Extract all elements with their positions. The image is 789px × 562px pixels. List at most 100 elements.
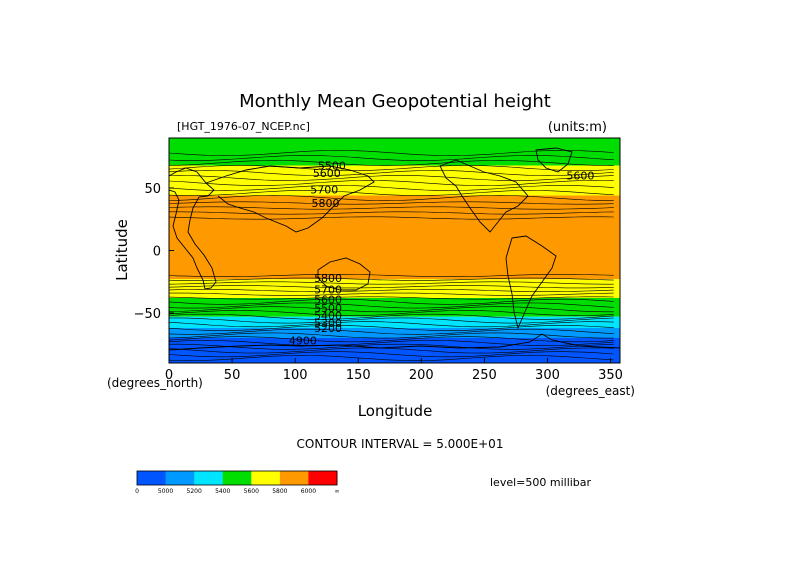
contour-interval-text: CONTOUR INTERVAL = 5.000E+01	[297, 437, 504, 451]
x-tick-label: 200	[409, 368, 434, 383]
color-band-4	[169, 279, 620, 298]
contour-label: 5600	[314, 293, 342, 306]
contour-line	[169, 206, 614, 210]
colorbar-frame	[136, 470, 338, 486]
x-tick-label: 250	[472, 368, 497, 383]
contour-label: 5700	[314, 283, 342, 296]
contour-line	[169, 347, 614, 354]
contour-line	[169, 190, 614, 196]
coastline-south-america	[505, 235, 557, 330]
contour-line	[169, 310, 614, 316]
contour-line	[169, 332, 614, 339]
contour-line	[169, 281, 614, 285]
x-tick-label: 300	[535, 368, 560, 383]
colorbar-label: 0	[135, 488, 139, 495]
x-axis-title: Longitude	[358, 402, 433, 420]
color-band-1	[169, 153, 620, 166]
contour-line	[169, 340, 614, 346]
contour-line	[169, 216, 614, 220]
contour-label: 5600	[566, 170, 594, 183]
coastline-antarctica	[169, 333, 620, 351]
color-band-7	[169, 328, 620, 338]
colorbar-label: 5800	[272, 488, 287, 495]
contour-line	[169, 175, 614, 181]
colorbar-label: 5000	[158, 488, 173, 495]
contour-line	[169, 296, 614, 300]
contour-line	[169, 313, 614, 320]
contour-label: 5300	[314, 317, 342, 330]
colorbar-label: 6000	[301, 488, 316, 495]
colorbar-swatch	[308, 471, 338, 485]
x-axis-ticks: 0 50 100 150 200 250 300 350	[165, 358, 623, 383]
contour-line	[169, 274, 614, 277]
coastline-asia	[205, 165, 375, 233]
contour-label: 5800	[312, 197, 340, 210]
x-units-label: (degrees_east)	[546, 384, 635, 398]
chart-title: Monthly Mean Geopotential height	[239, 91, 551, 112]
contour-label: 5200	[314, 322, 342, 335]
y-tick-label: −50	[134, 307, 161, 322]
colorbar-swatch	[222, 471, 252, 485]
contour-line	[169, 277, 614, 281]
contour-label: 5400	[314, 310, 342, 323]
contour-line	[169, 336, 614, 343]
coastline-greenland	[535, 147, 573, 173]
colorbar-swatch	[279, 471, 309, 485]
contour-line	[169, 150, 614, 156]
contour-line	[169, 351, 614, 358]
contour-line	[169, 211, 614, 215]
source-label: [HGT_1976-07_NCEP.nc]	[177, 120, 310, 133]
colorbar-swatch	[165, 471, 195, 485]
contour-lines	[169, 150, 614, 361]
contour-line	[169, 321, 614, 328]
contour-line	[169, 302, 614, 309]
contour-line	[169, 343, 614, 350]
x-tick-label: 50	[224, 368, 241, 383]
contour-line	[169, 185, 614, 191]
colorbar-swatch	[137, 471, 167, 485]
contour-line	[169, 289, 614, 292]
coastline-australia	[317, 257, 371, 291]
color-band-0	[169, 138, 620, 153]
contour-line	[169, 195, 614, 201]
contour-line	[169, 285, 614, 289]
contour-label: 5700	[310, 183, 338, 196]
coastline-north-america	[439, 159, 529, 233]
contour-line	[169, 317, 614, 324]
contour-labels: 5500560057005800560058005700560055005400…	[289, 160, 595, 348]
colorbar-label: ∞	[335, 488, 340, 495]
colorbar-label: 5600	[244, 488, 259, 495]
color-band-8	[169, 338, 620, 363]
contour-label: 5600	[313, 167, 341, 180]
contour-line	[169, 355, 614, 361]
contour-line	[169, 155, 614, 161]
y-axis-title: Latitude	[113, 219, 131, 281]
contour-label: 5500	[314, 302, 342, 315]
units-label: (units:m)	[548, 120, 607, 135]
y-axis-ticks: 50 0 −50	[134, 182, 174, 322]
plot-area: 5500560057005800560058005700560055005400…	[169, 138, 620, 363]
contour-label: 5800	[314, 272, 342, 285]
y-tick-label: 0	[153, 245, 161, 260]
level-text: level=500 millibar	[490, 476, 592, 489]
contour-label: 5500	[318, 160, 346, 173]
contour-line	[169, 306, 614, 313]
colorbar-swatch	[194, 471, 224, 485]
contour-label: 4900	[289, 335, 317, 348]
y-tick-label: 50	[144, 182, 161, 197]
x-tick-label: 350	[598, 368, 623, 383]
contour-line	[169, 328, 614, 335]
coastline-outlines	[169, 147, 620, 351]
contour-line	[169, 298, 614, 305]
contour-line	[169, 180, 614, 186]
coastline-europe-africa	[169, 167, 217, 290]
contour-line	[169, 201, 614, 205]
x-tick-label: 0	[165, 368, 173, 383]
colorbar-swatch	[251, 471, 281, 485]
x-tick-label: 150	[346, 368, 371, 383]
colorbar-label: 5400	[215, 488, 230, 495]
x-tick-label: 100	[283, 368, 308, 383]
colorbar-label: 5200	[187, 488, 202, 495]
colorbar: 0 5000 5200 5400 5600 5800 6000 ∞	[135, 470, 340, 495]
